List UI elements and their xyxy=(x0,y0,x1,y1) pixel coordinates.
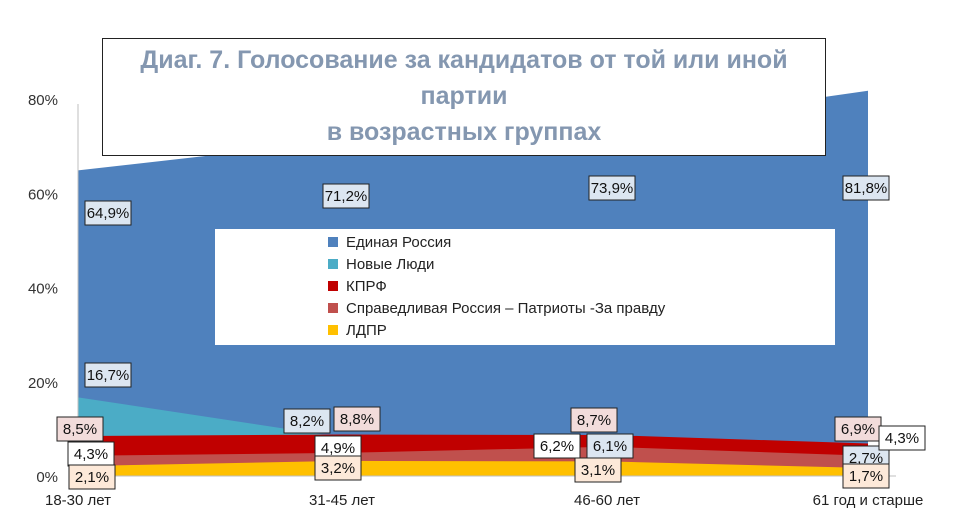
data-label-box xyxy=(68,464,116,490)
data-label-box xyxy=(84,362,132,388)
data-label-box xyxy=(333,406,381,432)
chart-title-line-3: в возрастных группах xyxy=(326,118,602,146)
data-label-box xyxy=(314,455,362,481)
data-label-box xyxy=(56,416,104,442)
data-label-box xyxy=(878,425,926,451)
legend-swatch-united-russia xyxy=(328,237,338,247)
data-label: 71,2% xyxy=(325,188,368,205)
data-label: 73,9% xyxy=(591,180,634,197)
legend-swatch-new-people xyxy=(328,259,338,269)
data-label: 81,8% xyxy=(845,180,888,197)
data-label: 6,9% xyxy=(841,421,875,438)
data-label-box xyxy=(533,433,581,459)
data-label: 1,7% xyxy=(849,468,883,485)
data-label-box xyxy=(842,463,890,489)
data-label: 4,3% xyxy=(74,446,108,463)
data-label-box xyxy=(570,407,618,433)
data-label-box xyxy=(586,433,634,459)
data-label: 64,9% xyxy=(87,205,130,222)
data-label-box xyxy=(834,416,882,442)
x-category-label: 46-60 лет xyxy=(574,492,640,509)
legend-item-ldpr: ЛДПР xyxy=(328,320,387,340)
data-label: 3,2% xyxy=(321,460,355,477)
data-label-box xyxy=(588,175,636,201)
data-label-box xyxy=(842,175,890,201)
legend-swatch-fair-russia xyxy=(328,303,338,313)
legend-label-fair-russia: Справедливая Россия – Патриоты -За правд… xyxy=(346,299,666,317)
chart-title: Диаг. 7. Голосование за кандидатов от то… xyxy=(102,38,826,156)
data-label: 4,3% xyxy=(885,430,919,447)
area-ldpr xyxy=(78,460,868,476)
legend-item-kprf: КПРФ xyxy=(328,276,387,296)
data-label: 3,1% xyxy=(581,462,615,479)
x-category-label: 18-30 лет xyxy=(45,492,111,509)
data-label-box xyxy=(322,183,370,209)
data-label: 8,5% xyxy=(63,421,97,438)
data-label: 4,9% xyxy=(321,440,355,457)
data-label: 2,1% xyxy=(75,469,109,486)
legend-swatch-ldpr xyxy=(328,325,338,335)
x-category-label: 31-45 лет xyxy=(309,492,375,509)
y-tick-label: 80% xyxy=(28,92,58,109)
legend-label-ldpr: ЛДПР xyxy=(346,321,387,339)
y-tick-label: 40% xyxy=(28,281,58,298)
data-label: 8,8% xyxy=(340,411,374,428)
chart-title-line-1: Диаг. 7. Голосование за кандидатов от то… xyxy=(140,46,788,74)
chart-title-line-2: партии xyxy=(420,82,508,110)
data-label: 8,2% xyxy=(290,413,324,430)
y-tick-label: 20% xyxy=(28,375,58,392)
data-label-box xyxy=(283,408,331,434)
legend-swatch-kprf xyxy=(328,281,338,291)
data-label: 6,2% xyxy=(540,438,574,455)
data-label: 8,7% xyxy=(577,412,611,429)
chart-legend: Единая Россия Новые Люди КПРФ Справедлив… xyxy=(215,229,835,345)
legend-item-united-russia: Единая Россия xyxy=(328,232,451,252)
y-tick-label: 60% xyxy=(28,186,58,203)
y-tick-label: 0% xyxy=(36,469,58,486)
legend-item-new-people: Новые Люди xyxy=(328,254,434,274)
legend-label-united-russia: Единая Россия xyxy=(346,233,452,251)
data-label-box xyxy=(574,457,622,483)
data-label: 16,7% xyxy=(87,367,130,384)
legend-label-new-people: Новые Люди xyxy=(346,255,435,273)
legend-item-fair-russia: Справедливая Россия – Патриоты -За правд… xyxy=(328,298,665,318)
data-label-box xyxy=(84,200,132,226)
x-category-label: 61 год и старше xyxy=(813,492,924,509)
legend-label-kprf: КПРФ xyxy=(346,277,387,295)
data-label: 2,7% xyxy=(849,450,883,467)
data-label: 6,1% xyxy=(593,438,627,455)
